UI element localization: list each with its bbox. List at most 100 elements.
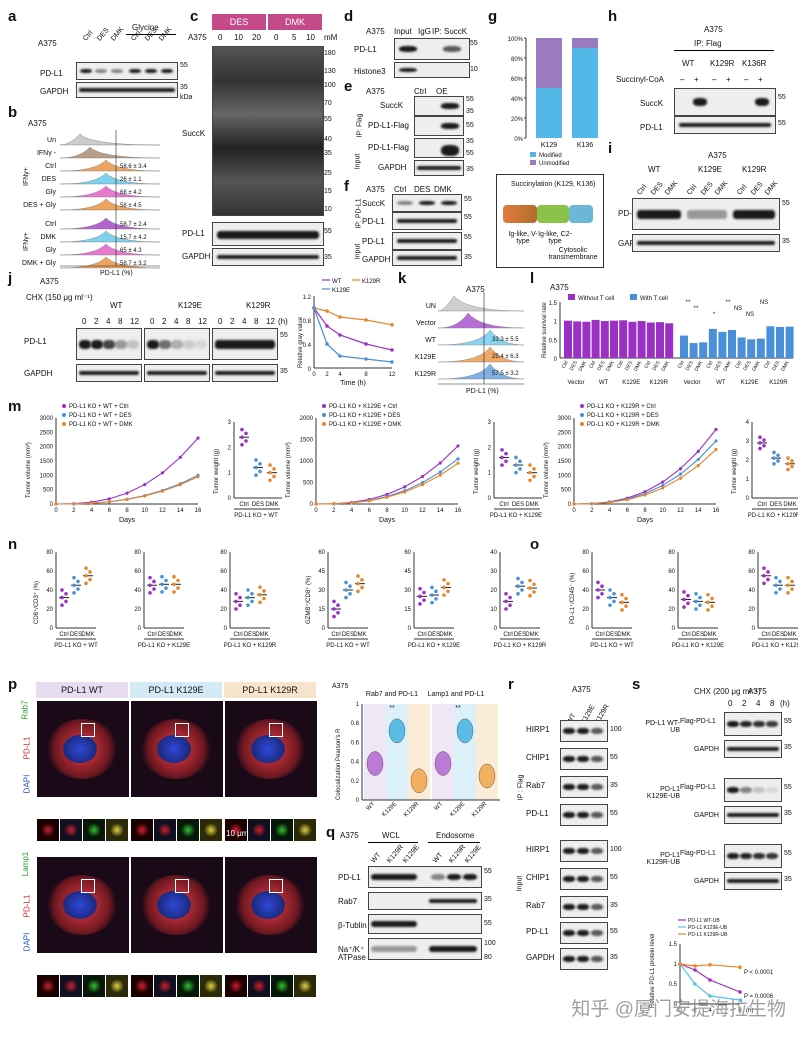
- data-point: [72, 591, 76, 595]
- mw-label: 15: [324, 188, 332, 195]
- sign: +: [758, 75, 763, 84]
- tick-label: 0.4: [303, 343, 312, 349]
- data-point: [786, 467, 790, 472]
- cell-line-label: A375: [366, 185, 385, 194]
- lane-label: DES: [96, 26, 111, 43]
- data-point: [430, 593, 434, 597]
- significance-label: NS: [746, 312, 754, 318]
- data-point: [710, 596, 714, 601]
- data-point: [258, 592, 262, 597]
- input-label: Input: [516, 875, 524, 892]
- y-axis-label: Tumor volume (mm³): [544, 442, 550, 498]
- unit-label: mM: [324, 33, 338, 42]
- data-point: [430, 585, 434, 590]
- data-point: [148, 591, 152, 595]
- data-point: [518, 459, 522, 464]
- tick-label: 8: [364, 372, 368, 378]
- data-point: [60, 595, 64, 600]
- col-header-k129e: PD-L1 K129E: [130, 682, 222, 698]
- time-label: 0: [150, 317, 155, 326]
- data-point: [786, 456, 790, 460]
- row-label: PD-L1: [182, 229, 205, 238]
- data-point: [596, 580, 600, 585]
- x-axis-label: Days: [119, 517, 135, 524]
- tick-label: 0: [310, 502, 314, 508]
- category-label: Ctrl: [147, 632, 156, 638]
- tick-label: 60: [404, 550, 411, 556]
- domain-tm: [569, 205, 593, 223]
- group-label: K129R: [650, 380, 669, 386]
- tick-label: 40: [582, 588, 589, 594]
- data-point: [682, 590, 686, 594]
- sign: +: [726, 75, 731, 84]
- significance-label: **: [686, 300, 691, 306]
- legend-label: PD-L1 KO + WT + Ctrl: [69, 404, 129, 410]
- data-point: [364, 318, 368, 322]
- legend-label: PD-L1 KO + K129E + DES: [329, 413, 400, 419]
- category-label: Ctrl: [499, 502, 508, 508]
- tick-label: 15: [318, 607, 325, 613]
- violin: [410, 768, 428, 794]
- legend-marker: [322, 422, 326, 426]
- category-label: Ctrl: [503, 632, 512, 638]
- data-point: [694, 599, 698, 604]
- zoom-inset: [36, 818, 60, 842]
- group-label: PD-L1 KO + K129E: [490, 513, 542, 519]
- row-label: Flag-PD-L1: [680, 850, 716, 857]
- data-point: [172, 590, 176, 594]
- data-point: [686, 593, 690, 598]
- bar-chart-l: Without T cell With T cell 0 0.5 1 1.5Relativ…: [542, 294, 794, 386]
- zoom-inset: [247, 818, 271, 842]
- mw-label: 35: [466, 108, 474, 115]
- group-label: PD-L1 K129E-UB: [646, 786, 680, 800]
- group-label: WT: [648, 165, 661, 174]
- time-label: 8: [770, 699, 775, 708]
- tick-label: 2000: [300, 416, 314, 422]
- tick-label: 1.5: [669, 942, 678, 948]
- lane-label: WT: [432, 851, 445, 865]
- data-point: [385, 495, 389, 499]
- lane-label: DES: [624, 359, 635, 371]
- y-axis-label: Relative survival rate: [542, 302, 548, 358]
- series-line: [679, 963, 741, 968]
- blot-pdl1: [212, 222, 324, 246]
- data-point: [532, 590, 536, 594]
- endosome-label: Endosome: [436, 831, 475, 840]
- panel-label-k: k: [398, 270, 407, 287]
- tick-label: 1500: [300, 438, 314, 444]
- panel-label-a: a: [8, 8, 17, 25]
- tick-label: 8: [738, 1008, 742, 1014]
- panel-i: A375 WT K129E K129R Ctrl DES DMK Ctrl DE…: [618, 142, 798, 270]
- tick-label: 3: [746, 439, 750, 445]
- tick-label: 1000: [558, 473, 572, 479]
- data-point: [438, 470, 442, 474]
- blot-flag-pdl1: [724, 778, 782, 802]
- group-label: K129E: [741, 380, 759, 386]
- data-point: [84, 573, 88, 578]
- group-label: IFNγ+: [23, 232, 30, 251]
- tick-label: 0: [672, 626, 676, 632]
- category-label: WT: [366, 801, 377, 812]
- cell-line-label: A375: [340, 831, 359, 840]
- tick-label: 1500: [40, 459, 54, 465]
- histogram-value: 26 ± 1.1: [120, 177, 142, 183]
- tick-label: 80%: [511, 57, 524, 63]
- category-label: K129: [541, 142, 557, 149]
- legend-label: PD-L1 WT-UB: [688, 918, 720, 924]
- group-label: K129E: [622, 380, 640, 386]
- data-point: [332, 614, 336, 619]
- data-point: [514, 455, 518, 460]
- data-point: [714, 427, 718, 432]
- panel-g: 100% 80% 60% 40% 20% 0% K129 K136 Modified Unmodi…: [490, 10, 608, 268]
- data-point: [89, 501, 94, 505]
- data-point: [528, 478, 532, 483]
- group-label: PD-L1 WT-UB: [645, 720, 680, 734]
- lane-label: Ctrl: [686, 183, 699, 197]
- row-label: PD-L1: [526, 927, 549, 936]
- row-label: PD-L1: [362, 237, 385, 246]
- cell-line-label: A375: [466, 285, 485, 294]
- col-label: OE: [436, 87, 448, 96]
- violin: [366, 751, 384, 776]
- data-point: [772, 462, 776, 466]
